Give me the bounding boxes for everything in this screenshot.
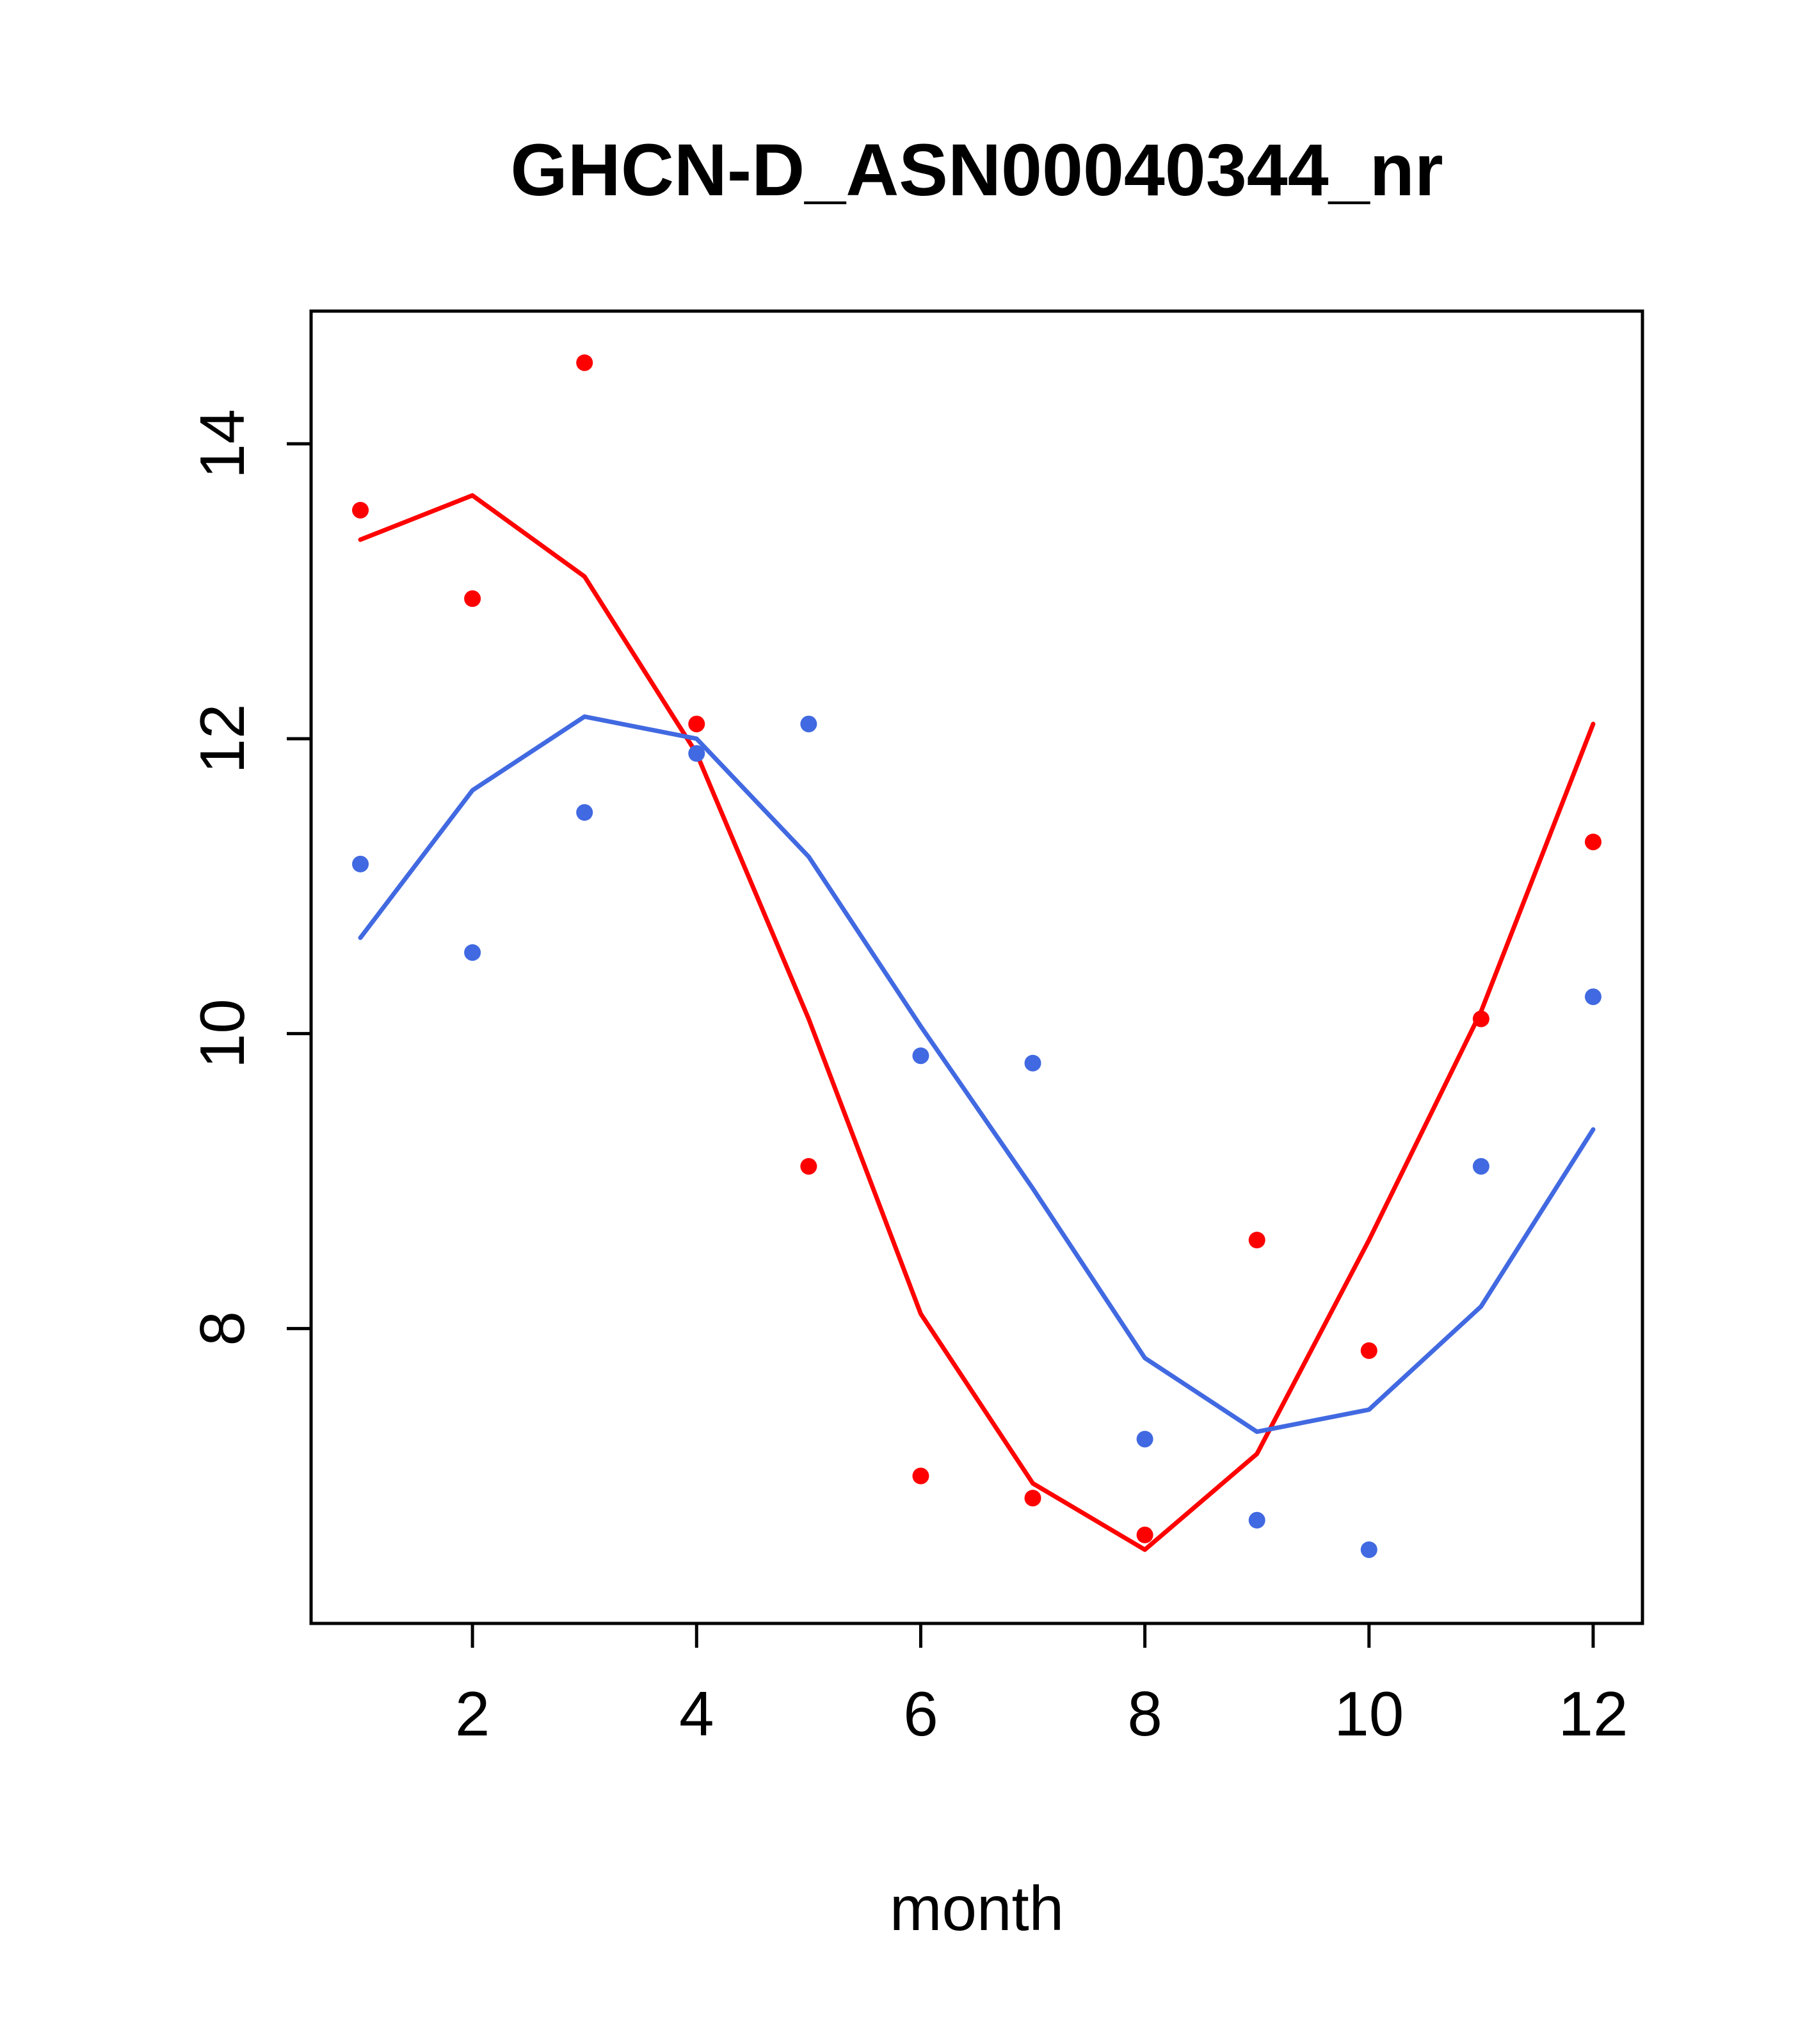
red-points-marker — [1024, 1490, 1041, 1507]
blue-points-marker — [1024, 1054, 1041, 1072]
x-tick-label: 10 — [1334, 1678, 1404, 1749]
blue-points-marker — [1472, 1157, 1489, 1175]
plot-area: 2 4 6 8 10 12 8 10 12 14 — [187, 309, 1644, 1749]
red-points-marker — [1584, 833, 1601, 851]
x-tick-label: 12 — [1558, 1678, 1628, 1749]
blue-points-marker — [576, 804, 593, 821]
x-tick-label: 2 — [455, 1678, 490, 1749]
red-points-marker — [1360, 1342, 1377, 1359]
blue-points-marker — [1136, 1431, 1153, 1448]
blue-points-marker — [1584, 988, 1601, 1006]
red-line — [358, 493, 1596, 1552]
x-tick-label: 4 — [679, 1678, 714, 1749]
y-tick-label: 8 — [187, 1311, 257, 1346]
red-points-marker — [800, 1157, 817, 1175]
red-points-marker — [1136, 1526, 1153, 1543]
blue-points-marker — [912, 1047, 929, 1065]
red-points-marker — [1248, 1232, 1265, 1249]
blue-points-marker — [352, 855, 369, 873]
blue-points-marker — [800, 715, 817, 732]
y-tick-label: 12 — [187, 704, 257, 773]
plot-frame — [309, 309, 1644, 1625]
blue-points-marker — [1360, 1541, 1377, 1558]
red-points-marker — [912, 1467, 929, 1485]
red-points-marker — [688, 715, 705, 732]
blue-points-marker — [688, 745, 705, 762]
blue-points-marker — [464, 944, 481, 961]
x-axis-label: month — [890, 1873, 1064, 1943]
x-tick-label: 8 — [1127, 1678, 1162, 1749]
red-points-marker — [352, 501, 369, 519]
y-tick-label: 14 — [187, 409, 257, 479]
x-tick-label: 6 — [903, 1678, 938, 1749]
red-points-marker — [576, 354, 593, 371]
blue-points-marker — [1248, 1511, 1265, 1529]
red-points-marker — [464, 590, 481, 608]
chart-title: GHCN-D_ASN00040344_nr — [510, 129, 1443, 211]
blue-line — [358, 714, 1596, 1435]
y-tick-label: 10 — [187, 999, 257, 1068]
